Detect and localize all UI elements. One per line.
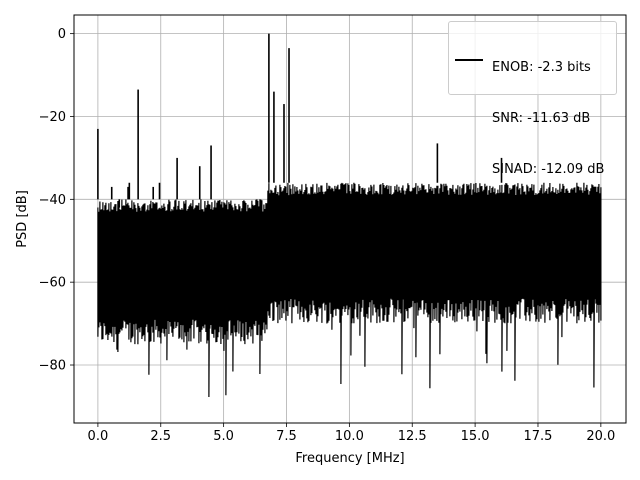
x-tick-label: 10.0 [335, 429, 364, 444]
psd-noise-trace [97, 182, 602, 398]
legend-swatch [455, 59, 483, 61]
legend-sfdr: SFDR: 0.25 [492, 213, 564, 228]
legend: ENOB: -2.3 bits SNR: -11.63 dB SINAD: -1… [448, 21, 617, 228]
plot-area-frame [73, 14, 627, 424]
y-tick-label: 0 [58, 27, 66, 42]
x-tick-label: 15.0 [461, 429, 490, 444]
peak-markers [97, 33, 503, 208]
x-tick-label: 5.0 [213, 429, 234, 444]
y-axis-label: PSD [dB] [15, 190, 30, 248]
y-axis-ticks: 0 −20 −40 −60 −80 [39, 27, 74, 374]
y-tick-label: −60 [39, 276, 66, 291]
x-axis-ticks: 0.0 2.5 5.0 7.5 10.0 12.5 15.0 17.5 20.0 [88, 423, 615, 444]
legend-sinad: SINAD: -12.09 dB [492, 162, 605, 177]
x-tick-label: 2.5 [150, 429, 171, 444]
x-tick-label: 17.5 [524, 429, 553, 444]
legend-text: ENOB: -2.3 bits SNR: -11.63 dB SINAD: -1… [492, 25, 604, 263]
y-tick-label: −40 [39, 193, 66, 208]
x-tick-label: 7.5 [276, 429, 297, 444]
psd-series [97, 182, 602, 398]
x-tick-label: 12.5 [398, 429, 427, 444]
y-tick-label: −20 [39, 110, 66, 125]
y-tick-label: −80 [39, 359, 66, 374]
x-tick-label: 0.0 [88, 429, 109, 444]
legend-enob: ENOB: -2.3 bits [492, 60, 591, 75]
legend-snr: SNR: -11.63 dB [492, 111, 591, 126]
x-axis-label: Frequency [MHz] [295, 451, 404, 466]
x-tick-label: 20.0 [586, 429, 615, 444]
